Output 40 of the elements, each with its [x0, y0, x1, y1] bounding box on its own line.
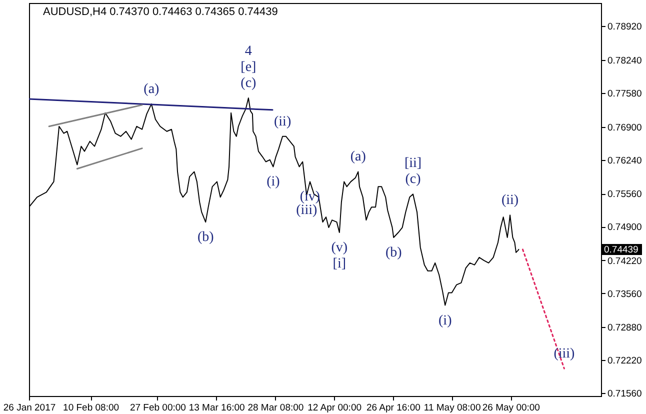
annotation: (c) [405, 172, 422, 188]
y-tick-label: 0.74220 [608, 256, 642, 267]
annotation: (i) [438, 313, 452, 328]
text: 0.74439 [604, 244, 638, 256]
annotation: (a) [350, 150, 366, 165]
annotation: (i) [266, 174, 280, 190]
y-tick-label: 0.74900 [608, 222, 642, 234]
x-tick-label: 26 May 00:00 [482, 402, 540, 414]
y-tick-label: 0.73560 [608, 288, 642, 300]
annotation: 4 [244, 44, 252, 59]
x-tick-label: 13 Mar 16:00 [188, 402, 245, 414]
y-tick-label: 0.76900 [608, 122, 642, 134]
y-tick-label: 0.72220 [608, 356, 642, 367]
annotation: [i] [332, 256, 346, 272]
annotation: (c) [240, 76, 257, 91]
y-tick-label: 0.72880 [608, 322, 642, 334]
y-tick-label: 0.75560 [608, 189, 642, 200]
x-tick-label: 12 Apr 00:00 [308, 402, 362, 414]
annotation: (iii) [554, 346, 576, 362]
annotation: (ii) [274, 114, 292, 130]
x-tick-label: 26 Apr 16:00 [366, 402, 420, 414]
annotation: (b) [197, 230, 214, 246]
x-tick-label: 10 Feb 08:00 [63, 402, 120, 414]
x-tick-label: 11 May 08:00 [424, 402, 481, 414]
x-tick-label: 28 Mar 08:00 [248, 402, 304, 414]
y-tick-label: 0.77580 [608, 88, 642, 100]
x-tick-label: 26 Jan 2017 [3, 402, 56, 414]
annotation: (v) [331, 240, 348, 256]
chart-title: AUDUSD,H4 0.74370 0.74463 0.74365 0.74439 [43, 6, 278, 18]
y-tick-label: 0.71560 [608, 388, 642, 400]
y-tick-label: 0.76240 [608, 155, 642, 166]
y-tick-label: 0.78920 [608, 22, 642, 33]
annotation: (a) [144, 82, 160, 97]
annotation: (b) [385, 245, 402, 260]
y-tick-label: 0.78240 [608, 56, 642, 67]
annotation: (iii) [296, 203, 318, 218]
x-tick-label: 27 Feb 00:00 [130, 402, 186, 414]
annotation: [e] [240, 60, 256, 75]
annotation: [ii] [404, 156, 422, 172]
annotation: (ii) [501, 193, 519, 208]
